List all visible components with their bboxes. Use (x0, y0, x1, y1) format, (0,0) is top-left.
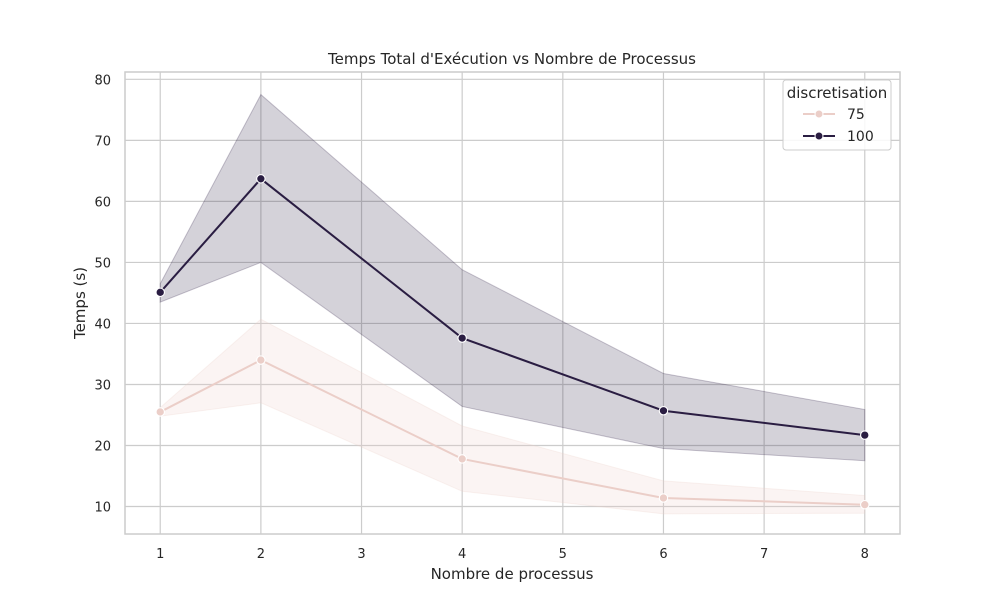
data-point (860, 499, 870, 510)
data-point (860, 430, 870, 440)
x-tick-label: 3 (357, 547, 365, 562)
chart-title: Temps Total d'Exécution vs Nombre de Pro… (327, 50, 696, 68)
plot-background (125, 72, 900, 534)
y-tick-label: 40 (94, 317, 111, 332)
x-tick-label: 2 (257, 547, 265, 562)
data-point (658, 405, 669, 416)
y-tick-label: 80 (94, 73, 111, 88)
confidence-bands (159, 93, 866, 515)
confidence-band-100 (159, 93, 866, 462)
x-axis-label: Nombre de processus (431, 565, 594, 583)
y-tick-labels: 10 20 30 40 50 60 70 80 (94, 73, 111, 515)
y-tick-label: 30 (94, 378, 111, 393)
data-point (457, 333, 467, 343)
data-point (256, 174, 266, 184)
legend-label-75: 75 (847, 107, 865, 123)
data-point (256, 355, 266, 365)
x-tick-label: 5 (559, 547, 567, 562)
legend-title: discretisation (787, 84, 888, 102)
x-tick-label: 8 (861, 547, 869, 562)
x-tick-labels: 1 2 3 4 5 6 7 8 (156, 547, 869, 562)
plot-frame (124, 71, 901, 535)
legend-marker-100 (814, 131, 824, 141)
data-point (457, 454, 467, 464)
x-tick-label: 1 (156, 547, 164, 562)
data-point (155, 287, 165, 298)
y-axis-label: Temps (s) (71, 267, 89, 340)
confidence-band-75 (159, 318, 866, 515)
data-point (155, 407, 165, 417)
data-point (658, 493, 669, 503)
legend-label-100: 100 (847, 129, 874, 145)
y-tick-label: 70 (94, 134, 111, 149)
legend-box (782, 79, 892, 151)
y-tick-label: 20 (94, 440, 111, 455)
x-tick-label: 4 (458, 547, 466, 562)
y-tick-label: 50 (94, 256, 111, 271)
y-tick-label: 60 (94, 195, 111, 210)
series-markers (155, 174, 870, 510)
x-tick-label: 6 (659, 547, 667, 562)
x-tick-label: 7 (760, 547, 768, 562)
legend-marker-75 (814, 109, 824, 119)
y-tick-label: 10 (94, 501, 111, 516)
